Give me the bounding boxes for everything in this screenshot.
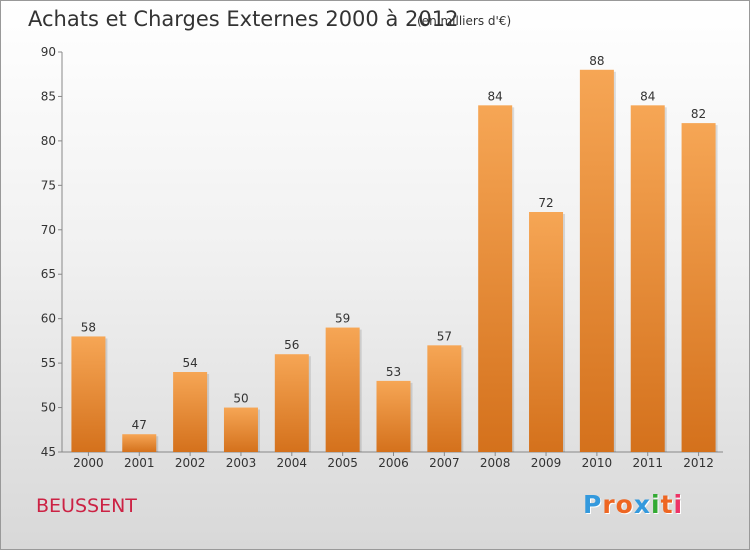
x-tick-label: 2006 xyxy=(378,456,409,470)
x-tick-label: 2002 xyxy=(175,456,206,470)
bar-value-label: 58 xyxy=(81,320,96,334)
y-tick-label: 85 xyxy=(41,89,56,103)
y-tick-label: 80 xyxy=(41,134,56,148)
x-tick-label: 2007 xyxy=(429,456,460,470)
x-tick-label: 2011 xyxy=(632,456,663,470)
logo-letter: o xyxy=(615,490,634,519)
x-tick-label: 2005 xyxy=(327,456,358,470)
x-tick-label: 2010 xyxy=(582,456,613,470)
commune-name: BEUSSENT xyxy=(36,495,137,517)
logo-letter: i xyxy=(651,490,661,519)
bar-value-label: 88 xyxy=(589,54,604,68)
bar-value-label: 47 xyxy=(132,418,147,432)
x-tick-label: 2004 xyxy=(277,456,308,470)
logo-letter: i xyxy=(673,490,684,519)
y-tick-label: 90 xyxy=(41,45,56,59)
bar xyxy=(427,345,462,452)
chart-unit: (en milliers d'€) xyxy=(417,14,512,28)
y-tick-label: 70 xyxy=(41,223,56,237)
bar-value-label: 82 xyxy=(691,107,706,121)
proxiti-logo: Proxiti xyxy=(583,490,683,519)
x-tick-label: 2003 xyxy=(226,456,257,470)
bar xyxy=(579,69,614,453)
bar-value-label: 59 xyxy=(335,312,350,326)
bar-value-label: 84 xyxy=(488,89,503,103)
bar xyxy=(681,123,716,452)
bar-value-label: 57 xyxy=(437,329,452,343)
bar-value-label: 72 xyxy=(538,196,553,210)
x-tick-label: 2001 xyxy=(124,456,155,470)
bar xyxy=(376,380,411,452)
bar xyxy=(223,407,258,452)
x-tick-label: 2008 xyxy=(480,456,511,470)
bar xyxy=(173,372,208,452)
y-tick-label: 55 xyxy=(41,356,56,370)
logo-letter: r xyxy=(602,490,616,519)
bar-value-label: 56 xyxy=(284,338,299,352)
bar xyxy=(478,105,513,452)
bar xyxy=(630,105,665,452)
bar-value-label: 84 xyxy=(640,89,655,103)
y-tick-label: 45 xyxy=(41,445,56,459)
y-tick-label: 65 xyxy=(41,267,56,281)
logo-letter: t xyxy=(660,490,674,519)
y-tick-label: 60 xyxy=(41,312,56,326)
logo-letter: P xyxy=(583,490,603,519)
x-tick-label: 2009 xyxy=(531,456,562,470)
x-tick-label: 2012 xyxy=(683,456,714,470)
bar-value-label: 54 xyxy=(182,356,197,370)
y-tick-label: 50 xyxy=(41,401,56,415)
chart-title: Achats et Charges Externes 2000 à 2012 xyxy=(28,7,459,31)
bar xyxy=(122,434,157,452)
bar xyxy=(274,354,309,452)
bar-value-label: 50 xyxy=(233,392,248,406)
logo-letter: x xyxy=(633,490,651,519)
bar xyxy=(529,212,564,452)
x-tick-label: 2000 xyxy=(73,456,104,470)
bar xyxy=(71,336,106,452)
bar xyxy=(325,327,360,452)
y-tick-label: 75 xyxy=(41,178,56,192)
bar-value-label: 53 xyxy=(386,365,401,379)
